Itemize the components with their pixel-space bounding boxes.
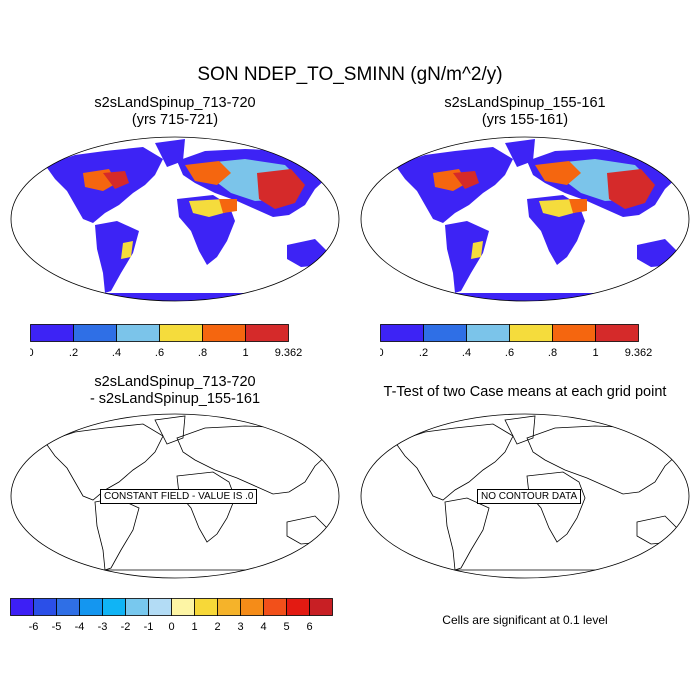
- antarctica-land: [25, 293, 315, 301]
- colorbar-swatch: [10, 598, 34, 616]
- panel3-subtitle: - s2sLandSpinup_155-161: [89, 391, 261, 407]
- colorbar-swatch: [159, 324, 203, 342]
- colorbar-tick-label: .6: [505, 347, 514, 359]
- colorbar-swatch: [309, 598, 333, 616]
- africa-coast: [526, 471, 586, 543]
- colorbar-tick-label: -6: [29, 621, 39, 633]
- greenland-coast: [154, 415, 186, 445]
- no-contour-message: NO CONTOUR DATA: [477, 489, 582, 504]
- colorbar-swatch: [73, 324, 117, 342]
- panel1-map: [10, 136, 340, 302]
- north-america-coast: [44, 423, 164, 501]
- colorbar-swatch: [263, 598, 287, 616]
- north-america-coast: [394, 423, 514, 501]
- colorbar-swatch: [202, 324, 246, 342]
- colorbar-tick-label: 9.362: [275, 347, 303, 359]
- colorbar-tick-label: -5: [52, 621, 62, 633]
- colorbar-swatch: [116, 324, 160, 342]
- colorbar-swatch: [56, 598, 80, 616]
- colorbar-tick-label: .6: [155, 347, 164, 359]
- colorbar-tick-label: -2: [121, 621, 131, 633]
- colorbar-swatch: [245, 324, 289, 342]
- colorbar-tick-label: 1: [191, 621, 197, 633]
- colorbar-tick-label: -4: [75, 621, 85, 633]
- colorbar-tick-label: .4: [462, 347, 471, 359]
- colorbar-tick-label: -1: [144, 621, 154, 633]
- high-deposition-layer: [83, 159, 305, 259]
- colorbar-swatch: [509, 324, 553, 342]
- colorbar-swatch: [171, 598, 195, 616]
- australia-land: [637, 239, 677, 267]
- colorbar-swatch: [194, 598, 218, 616]
- colorbar-swatch: [552, 324, 596, 342]
- colorbar-tick-label: 3: [237, 621, 243, 633]
- colorbar-tick-label: 1: [592, 347, 598, 359]
- africa-coast: [176, 471, 236, 543]
- colorbar-swatch: [423, 324, 467, 342]
- colorbar-swatch: [30, 324, 74, 342]
- figure-title: SON NDEP_TO_SMINN (gN/m^2/y): [197, 64, 503, 85]
- south-america-land: [95, 221, 139, 293]
- map-border: [10, 413, 340, 579]
- colorbar-swatch: [217, 598, 241, 616]
- map-border: [360, 413, 690, 579]
- south-america-coast: [444, 497, 490, 571]
- significance-footnote: Cells are significant at 0.1 level: [442, 613, 608, 627]
- australia-coast: [286, 515, 328, 545]
- greenland-coast: [504, 415, 536, 445]
- australia-coast: [636, 515, 678, 545]
- colorbar-swatch: [240, 598, 264, 616]
- eurasia-coast: [176, 425, 331, 495]
- panel1-title: s2sLandSpinup_713-720: [94, 95, 256, 111]
- colorbar-tick-label: .8: [548, 347, 557, 359]
- colorbar-swatch: [466, 324, 510, 342]
- high-deposition-layer: [433, 159, 655, 259]
- colorbar-tick-label: 1: [242, 347, 248, 359]
- colorbar-swatch: [125, 598, 149, 616]
- antarctica-coast: [35, 569, 316, 578]
- colorbar-swatch: [148, 598, 172, 616]
- colorbar-tick-label: .4: [112, 347, 121, 359]
- panel2-colorbar: 0 .2 .4 .6 .8 1 9.362: [380, 324, 653, 359]
- panel2-map: [360, 136, 690, 302]
- difference-colorbar: -6 -5 -4 -3 -2 -1 0 1 2 3 4 5 6: [10, 598, 333, 633]
- panel2-title: s2sLandSpinup_155-161: [444, 95, 606, 111]
- constant-field-message: CONSTANT FIELD - VALUE IS .0: [100, 489, 258, 504]
- south-america-land: [445, 221, 489, 293]
- panel1-subtitle: (yrs 715-721): [131, 112, 219, 128]
- colorbar-tick-label: 6: [306, 621, 312, 633]
- colorbar-swatch: [102, 598, 126, 616]
- panel2-subtitle: (yrs 155-161): [481, 112, 569, 128]
- colorbar-swatch: [79, 598, 103, 616]
- south-america-coast: [94, 497, 140, 571]
- colorbar-tick-label: 0: [380, 347, 384, 359]
- colorbar-swatch: [33, 598, 57, 616]
- panel1-colorbar: 0 .2 .4 .6 .8 1 9.362: [30, 324, 303, 359]
- colorbar-swatch: [595, 324, 639, 342]
- map-border: [10, 136, 340, 302]
- colorbar-tick-label: .2: [69, 347, 78, 359]
- colorbar-tick-label: 0: [168, 621, 174, 633]
- colorbar-tick-label: 2: [214, 621, 220, 633]
- australia-land: [287, 239, 327, 267]
- greenland-land: [155, 139, 185, 167]
- colorbar-tick-label: .2: [419, 347, 428, 359]
- colorbar-tick-label: 5: [283, 621, 289, 633]
- antarctica-coast: [385, 569, 666, 578]
- panel4-title: T-Test of two Case means at each grid po…: [383, 384, 667, 400]
- colorbar-tick-label: 4: [260, 621, 266, 633]
- colorbar-swatch: [286, 598, 310, 616]
- colorbar-tick-label: 0: [30, 347, 34, 359]
- antarctica-land: [375, 293, 665, 301]
- colorbar-swatch: [380, 324, 424, 342]
- greenland-land: [505, 139, 535, 167]
- map-border: [360, 136, 690, 302]
- panel3-title: s2sLandSpinup_713-720: [94, 374, 256, 390]
- eurasia-coast: [526, 425, 681, 495]
- colorbar-tick-label: .8: [198, 347, 207, 359]
- colorbar-tick-label: 9.362: [625, 347, 653, 359]
- colorbar-tick-label: -3: [98, 621, 108, 633]
